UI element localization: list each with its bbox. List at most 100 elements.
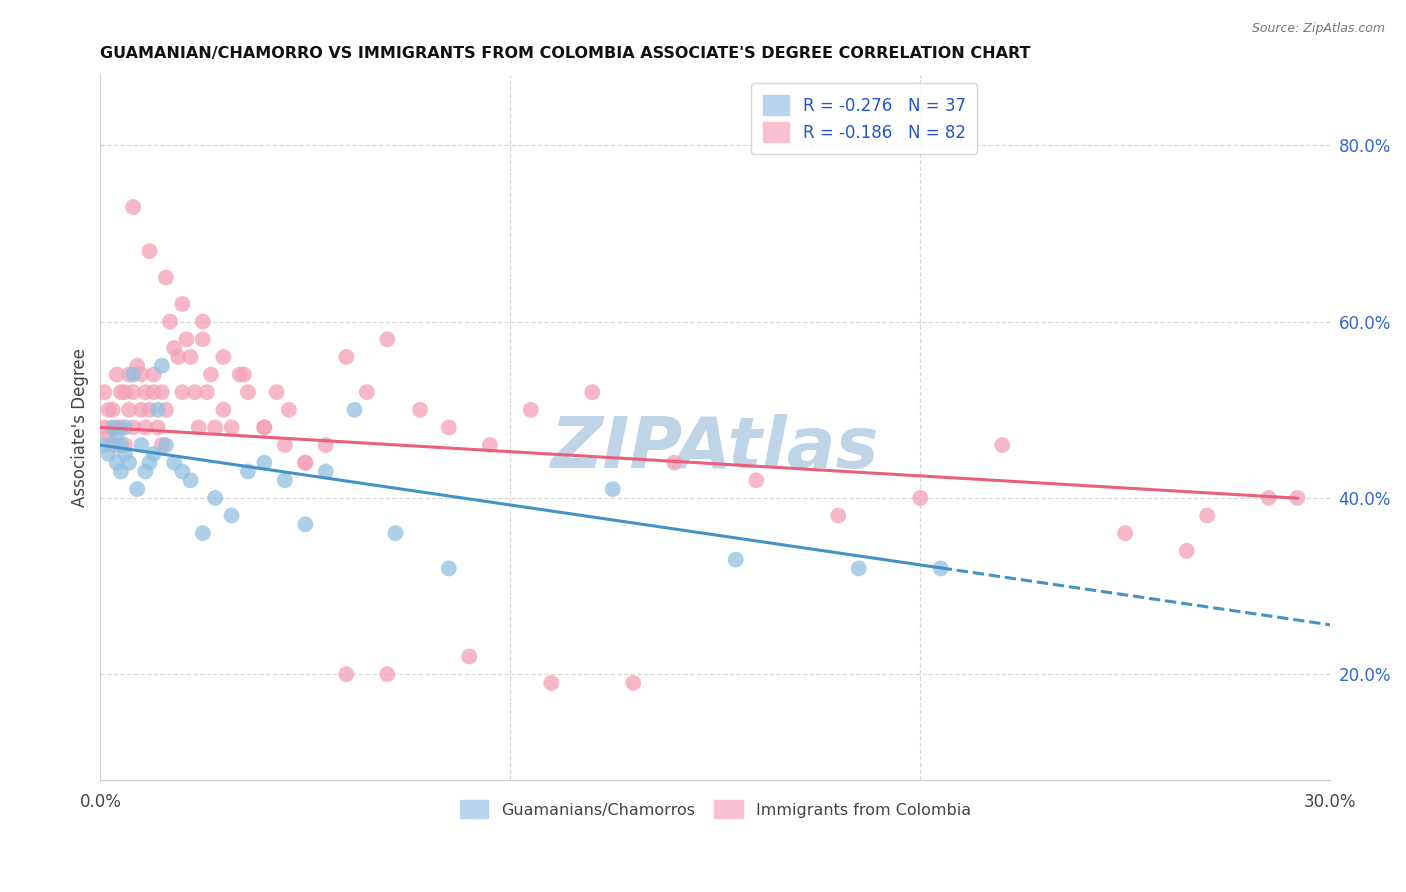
Point bbox=[134, 465, 156, 479]
Point bbox=[114, 420, 136, 434]
Point bbox=[180, 473, 202, 487]
Point bbox=[745, 473, 768, 487]
Point bbox=[1114, 526, 1136, 541]
Point bbox=[93, 385, 115, 400]
Point bbox=[187, 420, 209, 434]
Point bbox=[191, 526, 214, 541]
Point bbox=[155, 438, 177, 452]
Point bbox=[122, 420, 145, 434]
Point bbox=[122, 200, 145, 214]
Point bbox=[274, 438, 297, 452]
Point bbox=[1286, 491, 1309, 505]
Point bbox=[101, 420, 124, 434]
Point bbox=[114, 447, 136, 461]
Point bbox=[138, 402, 160, 417]
Point bbox=[929, 561, 952, 575]
Point bbox=[266, 385, 288, 400]
Point bbox=[221, 508, 243, 523]
Point bbox=[118, 368, 141, 382]
Point bbox=[458, 649, 481, 664]
Point bbox=[315, 465, 337, 479]
Point bbox=[540, 676, 562, 690]
Point bbox=[520, 402, 543, 417]
Point bbox=[134, 385, 156, 400]
Point bbox=[664, 456, 686, 470]
Point bbox=[122, 368, 145, 382]
Point bbox=[232, 368, 254, 382]
Point bbox=[146, 420, 169, 434]
Point bbox=[204, 491, 226, 505]
Point bbox=[131, 438, 153, 452]
Point bbox=[195, 385, 218, 400]
Point bbox=[229, 368, 252, 382]
Point bbox=[191, 332, 214, 346]
Point bbox=[110, 420, 132, 434]
Point bbox=[409, 402, 432, 417]
Text: ZIPAtlas: ZIPAtlas bbox=[551, 414, 880, 483]
Point bbox=[163, 456, 186, 470]
Point bbox=[118, 456, 141, 470]
Point bbox=[621, 676, 644, 690]
Point bbox=[274, 473, 297, 487]
Point bbox=[114, 438, 136, 452]
Text: Source: ZipAtlas.com: Source: ZipAtlas.com bbox=[1251, 22, 1385, 36]
Point bbox=[183, 385, 205, 400]
Point bbox=[172, 465, 194, 479]
Point bbox=[131, 402, 153, 417]
Point bbox=[212, 402, 235, 417]
Point bbox=[110, 438, 132, 452]
Point bbox=[191, 315, 214, 329]
Point bbox=[253, 420, 276, 434]
Point bbox=[277, 402, 299, 417]
Point bbox=[384, 526, 406, 541]
Point bbox=[134, 420, 156, 434]
Point bbox=[114, 385, 136, 400]
Point bbox=[150, 385, 173, 400]
Point bbox=[97, 402, 120, 417]
Point bbox=[155, 402, 177, 417]
Point bbox=[724, 552, 747, 566]
Point bbox=[101, 402, 124, 417]
Point bbox=[236, 385, 259, 400]
Point bbox=[105, 368, 128, 382]
Point bbox=[1197, 508, 1219, 523]
Point bbox=[142, 385, 165, 400]
Point bbox=[294, 517, 316, 532]
Point bbox=[93, 420, 115, 434]
Point bbox=[375, 667, 398, 681]
Point bbox=[375, 332, 398, 346]
Point bbox=[176, 332, 198, 346]
Point bbox=[315, 438, 337, 452]
Point bbox=[910, 491, 932, 505]
Point bbox=[991, 438, 1014, 452]
Point bbox=[200, 368, 222, 382]
Point bbox=[150, 359, 173, 373]
Point bbox=[204, 420, 226, 434]
Text: GUAMANIAN/CHAMORRO VS IMMIGRANTS FROM COLOMBIA ASSOCIATE'S DEGREE CORRELATION CH: GUAMANIAN/CHAMORRO VS IMMIGRANTS FROM CO… bbox=[100, 46, 1031, 62]
Point bbox=[1257, 491, 1279, 505]
Point bbox=[101, 438, 124, 452]
Point bbox=[437, 561, 460, 575]
Point bbox=[127, 482, 149, 496]
Point bbox=[212, 350, 235, 364]
Point bbox=[478, 438, 501, 452]
Point bbox=[356, 385, 378, 400]
Point bbox=[138, 244, 160, 259]
Legend: Guamanians/Chamorros, Immigrants from Colombia: Guamanians/Chamorros, Immigrants from Co… bbox=[453, 794, 977, 825]
Point bbox=[97, 447, 120, 461]
Point bbox=[131, 368, 153, 382]
Point bbox=[294, 456, 316, 470]
Point bbox=[1175, 543, 1198, 558]
Point bbox=[172, 385, 194, 400]
Point bbox=[602, 482, 624, 496]
Point bbox=[253, 456, 276, 470]
Point bbox=[122, 385, 145, 400]
Point bbox=[294, 456, 316, 470]
Point bbox=[172, 297, 194, 311]
Point bbox=[110, 465, 132, 479]
Point bbox=[236, 465, 259, 479]
Point bbox=[110, 385, 132, 400]
Point bbox=[105, 429, 128, 443]
Point bbox=[163, 341, 186, 355]
Point bbox=[142, 447, 165, 461]
